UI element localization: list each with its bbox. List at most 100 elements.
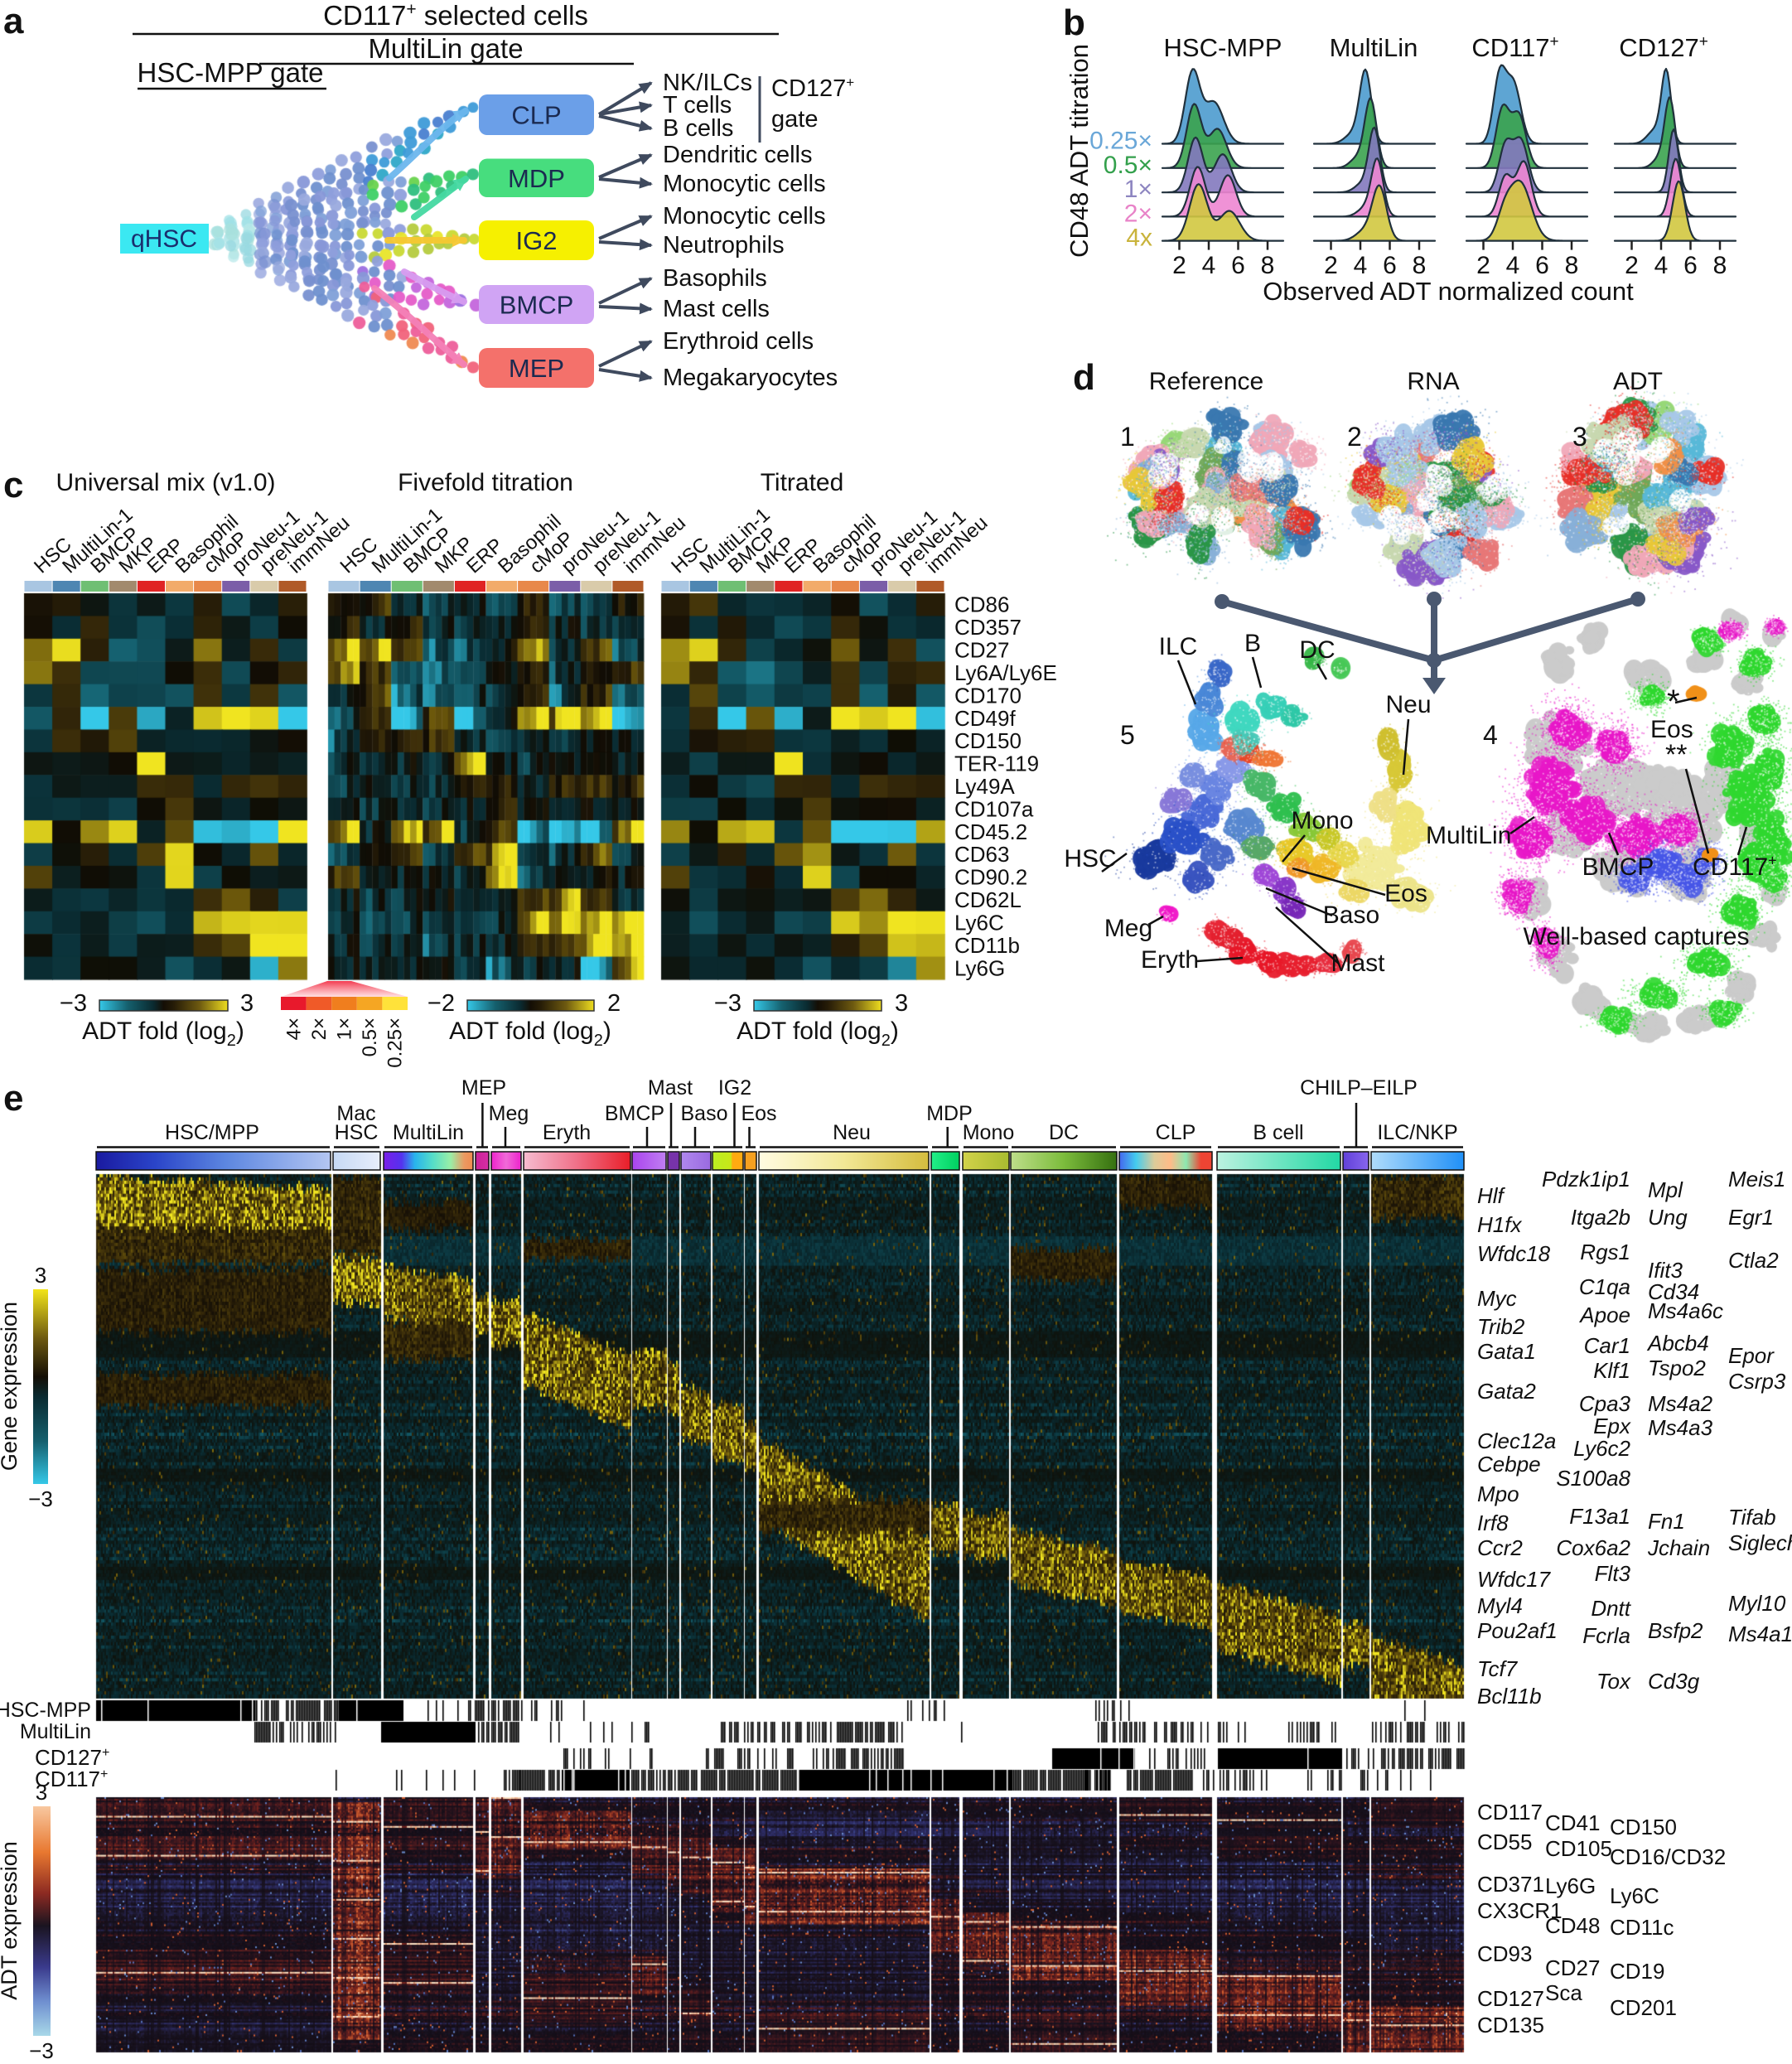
svg-text:c: c [3, 465, 23, 505]
svg-text:MEP: MEP [461, 1076, 506, 1100]
svg-text:HSC/MPP: HSC/MPP [165, 1121, 259, 1144]
svg-text:Itga2b: Itga2b [1571, 1205, 1630, 1230]
svg-text:BMCP: BMCP [605, 1102, 664, 1125]
svg-text:HSC: HSC [335, 1121, 379, 1144]
svg-text:1×: 1× [334, 1017, 356, 1040]
svg-text:CD86: CD86 [954, 592, 1009, 617]
svg-text:0.25×: 0.25× [384, 1017, 407, 1068]
svg-text:Ly49A: Ly49A [954, 774, 1015, 799]
svg-text:Ly6c2: Ly6c2 [1573, 1436, 1630, 1461]
svg-text:4: 4 [1354, 252, 1368, 279]
svg-text:ADT fold (log2): ADT fold (log2) [82, 1017, 244, 1050]
svg-text:1×: 1× [1124, 176, 1152, 203]
svg-text:Ms4a6c: Ms4a6c [1648, 1298, 1723, 1323]
svg-text:Jchain: Jchain [1647, 1535, 1710, 1560]
svg-text:Meg: Meg [489, 1102, 529, 1125]
svg-text:ADT fold (log2): ADT fold (log2) [737, 1017, 899, 1050]
svg-text:CD27: CD27 [1545, 1955, 1600, 1980]
svg-text:BMCP: BMCP [1582, 853, 1654, 881]
svg-text:2: 2 [607, 990, 621, 1017]
svg-text:Flt3: Flt3 [1595, 1561, 1631, 1586]
svg-text:Sca: Sca [1545, 1980, 1582, 2005]
svg-text:MultiLin gate: MultiLin gate [368, 33, 523, 64]
svg-text:3: 3 [36, 1780, 47, 1805]
svg-text:a: a [3, 1, 24, 41]
svg-text:MEP: MEP [509, 354, 564, 383]
svg-text:B: B [1244, 630, 1261, 657]
svg-text:IG2: IG2 [718, 1076, 751, 1100]
svg-text:B cells: B cells [663, 115, 733, 142]
svg-text:ADT expression: ADT expression [0, 1841, 22, 2000]
svg-text:3: 3 [240, 990, 254, 1017]
svg-text:CD62L: CD62L [954, 887, 1022, 912]
svg-text:Neutrophils: Neutrophils [663, 232, 785, 259]
svg-text:CD117: CD117 [1477, 1800, 1543, 1825]
svg-text:Eos: Eos [1650, 716, 1693, 743]
svg-text:CLP: CLP [511, 101, 561, 130]
svg-text:6: 6 [1231, 252, 1245, 279]
svg-text:Mast: Mast [648, 1076, 693, 1100]
svg-text:DC: DC [1299, 636, 1335, 664]
svg-text:Tspo2: Tspo2 [1648, 1356, 1706, 1380]
svg-text:Cd3g: Cd3g [1648, 1669, 1700, 1694]
svg-text:CD201: CD201 [1610, 1995, 1677, 2020]
svg-text:S100a8: S100a8 [1556, 1466, 1630, 1491]
svg-text:Ly6A/Ly6E: Ly6A/Ly6E [954, 660, 1057, 685]
svg-text:Mast: Mast [1331, 950, 1385, 977]
svg-text:IG2: IG2 [516, 226, 558, 255]
svg-text:Clec12a: Clec12a [1477, 1428, 1556, 1453]
svg-text:RNA: RNA [1407, 368, 1459, 395]
svg-text:**: ** [1665, 739, 1687, 771]
svg-text:Car1: Car1 [1584, 1333, 1630, 1358]
svg-text:MDP: MDP [926, 1102, 973, 1125]
svg-text:CD16/CD32: CD16/CD32 [1610, 1844, 1726, 1869]
svg-text:3: 3 [1572, 422, 1587, 452]
svg-text:MultiLin: MultiLin [1330, 33, 1418, 62]
svg-text:CD170: CD170 [954, 683, 1022, 708]
svg-text:CD127+: CD127+ [1619, 33, 1708, 62]
svg-text:ADT fold (log2): ADT fold (log2) [449, 1017, 611, 1050]
svg-text:CD19: CD19 [1610, 1959, 1664, 1984]
svg-text:2: 2 [1625, 252, 1639, 279]
svg-text:H1fx: H1fx [1477, 1212, 1522, 1237]
svg-text:CD45.2: CD45.2 [954, 819, 1027, 844]
svg-text:CD127+: CD127+ [771, 75, 854, 102]
svg-text:Ly6G: Ly6G [954, 955, 1005, 980]
svg-text:4: 4 [1654, 252, 1669, 279]
svg-text:ILC: ILC [1159, 633, 1198, 660]
svg-text:b: b [1063, 2, 1085, 43]
svg-text:8: 8 [1261, 252, 1275, 279]
svg-text:Pdzk1ip1: Pdzk1ip1 [1542, 1167, 1630, 1192]
svg-text:0.5×: 0.5× [359, 1017, 381, 1056]
svg-text:CD90.2: CD90.2 [954, 865, 1027, 890]
svg-text:Reference: Reference [1149, 368, 1263, 395]
svg-text:Ly6C: Ly6C [1610, 1883, 1659, 1908]
svg-text:CD55: CD55 [1477, 1830, 1532, 1854]
svg-text:Dntt: Dntt [1591, 1596, 1631, 1621]
svg-text:Neu: Neu [1385, 691, 1431, 718]
svg-text:T cells: T cells [663, 92, 732, 118]
svg-text:6: 6 [1683, 252, 1698, 279]
svg-text:Mac: Mac [336, 1102, 375, 1125]
svg-text:4: 4 [1483, 720, 1498, 750]
svg-text:Erythroid cells: Erythroid cells [663, 328, 814, 355]
svg-text:Eos: Eos [741, 1102, 776, 1125]
svg-text:d: d [1073, 357, 1095, 398]
svg-text:2: 2 [1324, 252, 1338, 279]
svg-text:3: 3 [895, 990, 908, 1017]
svg-text:CD107a: CD107a [954, 796, 1034, 821]
svg-text:Pou2af1: Pou2af1 [1477, 1618, 1558, 1643]
svg-text:−3: −3 [28, 1486, 53, 1511]
svg-text:Meis1: Meis1 [1728, 1167, 1785, 1192]
svg-text:B cell: B cell [1253, 1121, 1303, 1144]
svg-text:Ms4a2: Ms4a2 [1648, 1391, 1713, 1416]
svg-text:CD117+: CD117+ [1471, 33, 1558, 62]
svg-text:Eos: Eos [1384, 880, 1427, 907]
svg-text:CX3CR1: CX3CR1 [1477, 1898, 1563, 1923]
svg-text:Wfdc18: Wfdc18 [1477, 1241, 1551, 1266]
svg-text:Epor: Epor [1728, 1343, 1775, 1368]
svg-text:CD127: CD127 [1477, 1986, 1544, 2011]
svg-text:8: 8 [1713, 252, 1727, 279]
svg-text:0.25×: 0.25× [1089, 128, 1152, 155]
svg-text:Megakaryocytes: Megakaryocytes [663, 365, 838, 391]
